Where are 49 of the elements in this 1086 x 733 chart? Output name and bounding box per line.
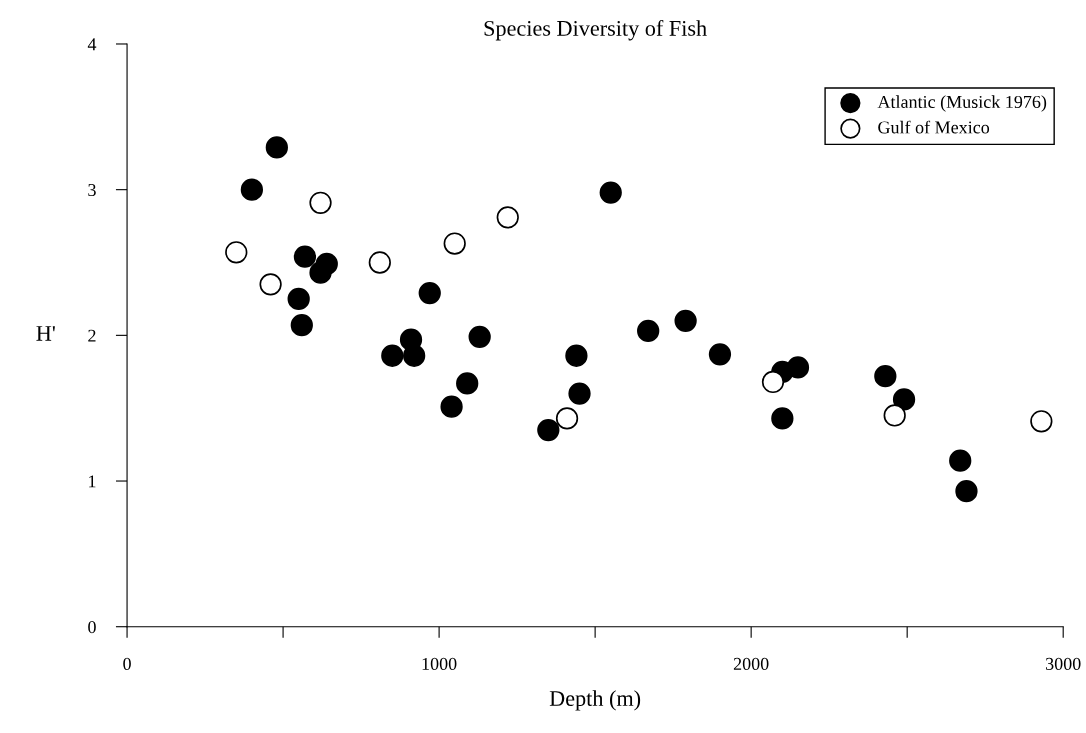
y-tick-label: 3 — [88, 183, 96, 197]
x-tick-label: 2000 — [733, 657, 769, 670]
point — [568, 382, 591, 405]
x-tick-label: 0 — [123, 657, 131, 670]
point — [381, 344, 404, 367]
y-axis-title: H' — [36, 326, 55, 341]
legend-label: Gulf of Mexico — [878, 120, 990, 134]
point — [418, 281, 441, 305]
point — [555, 407, 579, 430]
x-tick-label: 1000 — [422, 657, 457, 670]
y-tick-label: 1 — [89, 475, 96, 488]
point — [761, 370, 785, 394]
point — [468, 325, 491, 348]
point — [265, 136, 288, 159]
point — [403, 344, 426, 367]
point — [287, 287, 310, 311]
chart-title: Species Diversity of Fish — [484, 20, 707, 41]
point — [565, 344, 588, 367]
point — [293, 245, 317, 268]
y-tick-label: 2 — [88, 329, 96, 342]
point — [443, 232, 466, 255]
point — [892, 388, 916, 411]
point — [771, 407, 794, 430]
point — [949, 449, 972, 472]
x-axis-title: Depth (m) — [549, 690, 641, 711]
point — [883, 404, 906, 427]
point — [368, 251, 391, 274]
point — [309, 191, 332, 214]
point — [874, 365, 897, 388]
point — [955, 480, 978, 503]
point — [259, 273, 282, 296]
point — [225, 241, 248, 264]
point — [637, 319, 660, 343]
point — [496, 206, 519, 229]
point — [456, 372, 479, 395]
point — [537, 418, 560, 442]
point — [708, 343, 732, 366]
point — [674, 309, 697, 332]
point — [290, 314, 313, 337]
point — [240, 178, 264, 201]
point — [786, 356, 810, 379]
y-tick-label: 0 — [88, 620, 96, 634]
point — [1030, 410, 1053, 433]
legend-label: Atlantic (Musick 1976) — [877, 95, 1047, 112]
point — [599, 181, 622, 204]
point — [309, 261, 332, 284]
y-tick-label: 4 — [87, 38, 97, 51]
point — [440, 395, 463, 418]
x-tick-label: 3000 — [1046, 657, 1081, 670]
